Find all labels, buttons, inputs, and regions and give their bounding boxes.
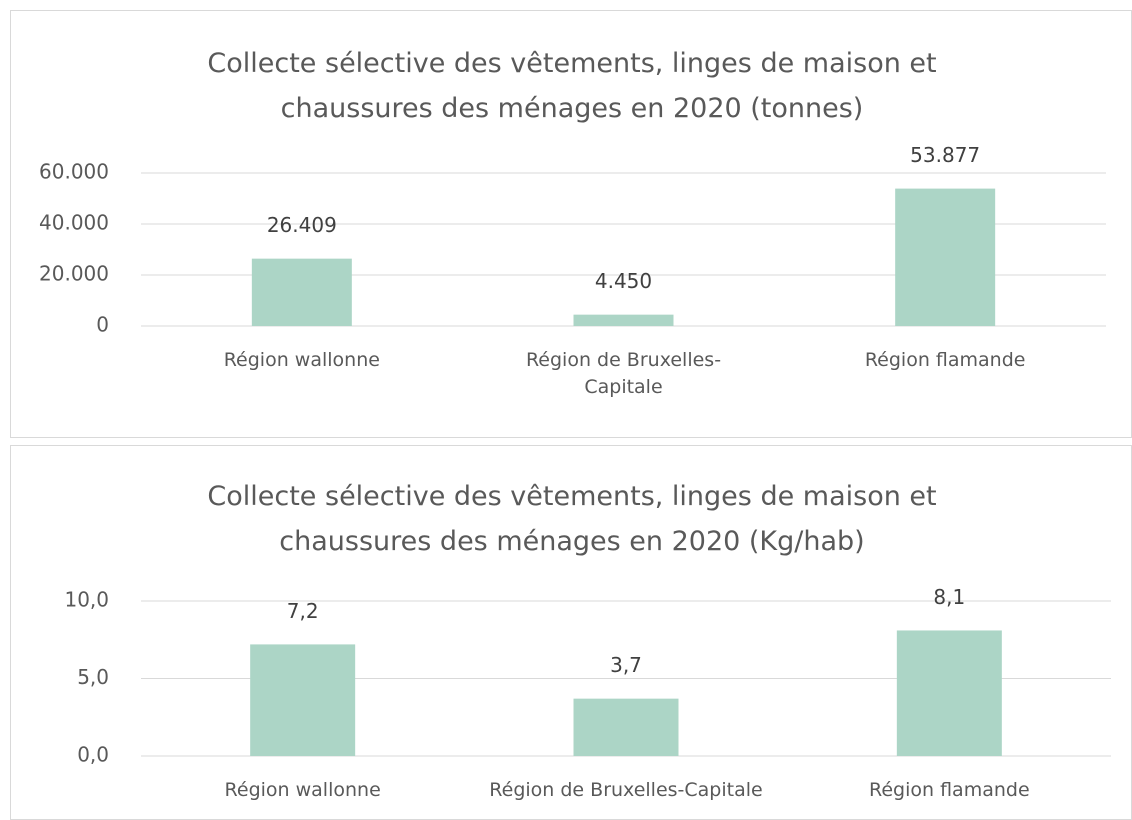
bar [251, 258, 352, 326]
y-tick-label: 5,0 [77, 665, 109, 689]
chart-panel: Collecte sélective des vêtements, linges… [10, 10, 1132, 438]
x-tick-label: Région flamande [869, 779, 1030, 801]
x-tick-label: Région de Bruxelles-Capitale [489, 779, 763, 801]
bar [573, 698, 679, 756]
chart-panel: Collecte sélective des vêtements, linges… [10, 445, 1132, 820]
bar [250, 644, 356, 756]
x-tick-label: Région flamande [864, 349, 1026, 371]
y-tick-label: 60.000 [39, 160, 109, 184]
bar [573, 314, 674, 326]
data-label: 8,1 [933, 585, 965, 609]
chart-title: Collecte sélective des vêtements, linges… [207, 481, 937, 557]
bar [895, 188, 996, 326]
x-tick-label: Région de Bruxelles-Capitale [525, 349, 722, 398]
chart: 0 20.000 40.000 60.000 26.409 4.450 53.877 [39, 143, 1106, 337]
data-label: 3,7 [610, 653, 642, 677]
x-tick-label: Région wallonne [223, 349, 380, 371]
data-label: 53.877 [910, 143, 980, 167]
y-tick-label: 0,0 [77, 743, 109, 767]
x-tick-label: Région wallonne [224, 779, 381, 801]
y-tick-label: 20.000 [39, 262, 109, 286]
y-tick-label: 10,0 [64, 588, 109, 612]
data-label: 26.409 [267, 213, 337, 237]
y-tick-label: 0 [96, 313, 109, 337]
data-label: 7,2 [287, 599, 319, 623]
chart: 0,0 5,0 10,0 7,2 3,7 8,1 [64, 585, 1111, 767]
y-tick-label: 40.000 [39, 211, 109, 235]
data-label: 4.450 [595, 269, 652, 293]
bar [896, 630, 1002, 756]
chart-title: Collecte sélective des vêtements, linges… [207, 48, 937, 124]
